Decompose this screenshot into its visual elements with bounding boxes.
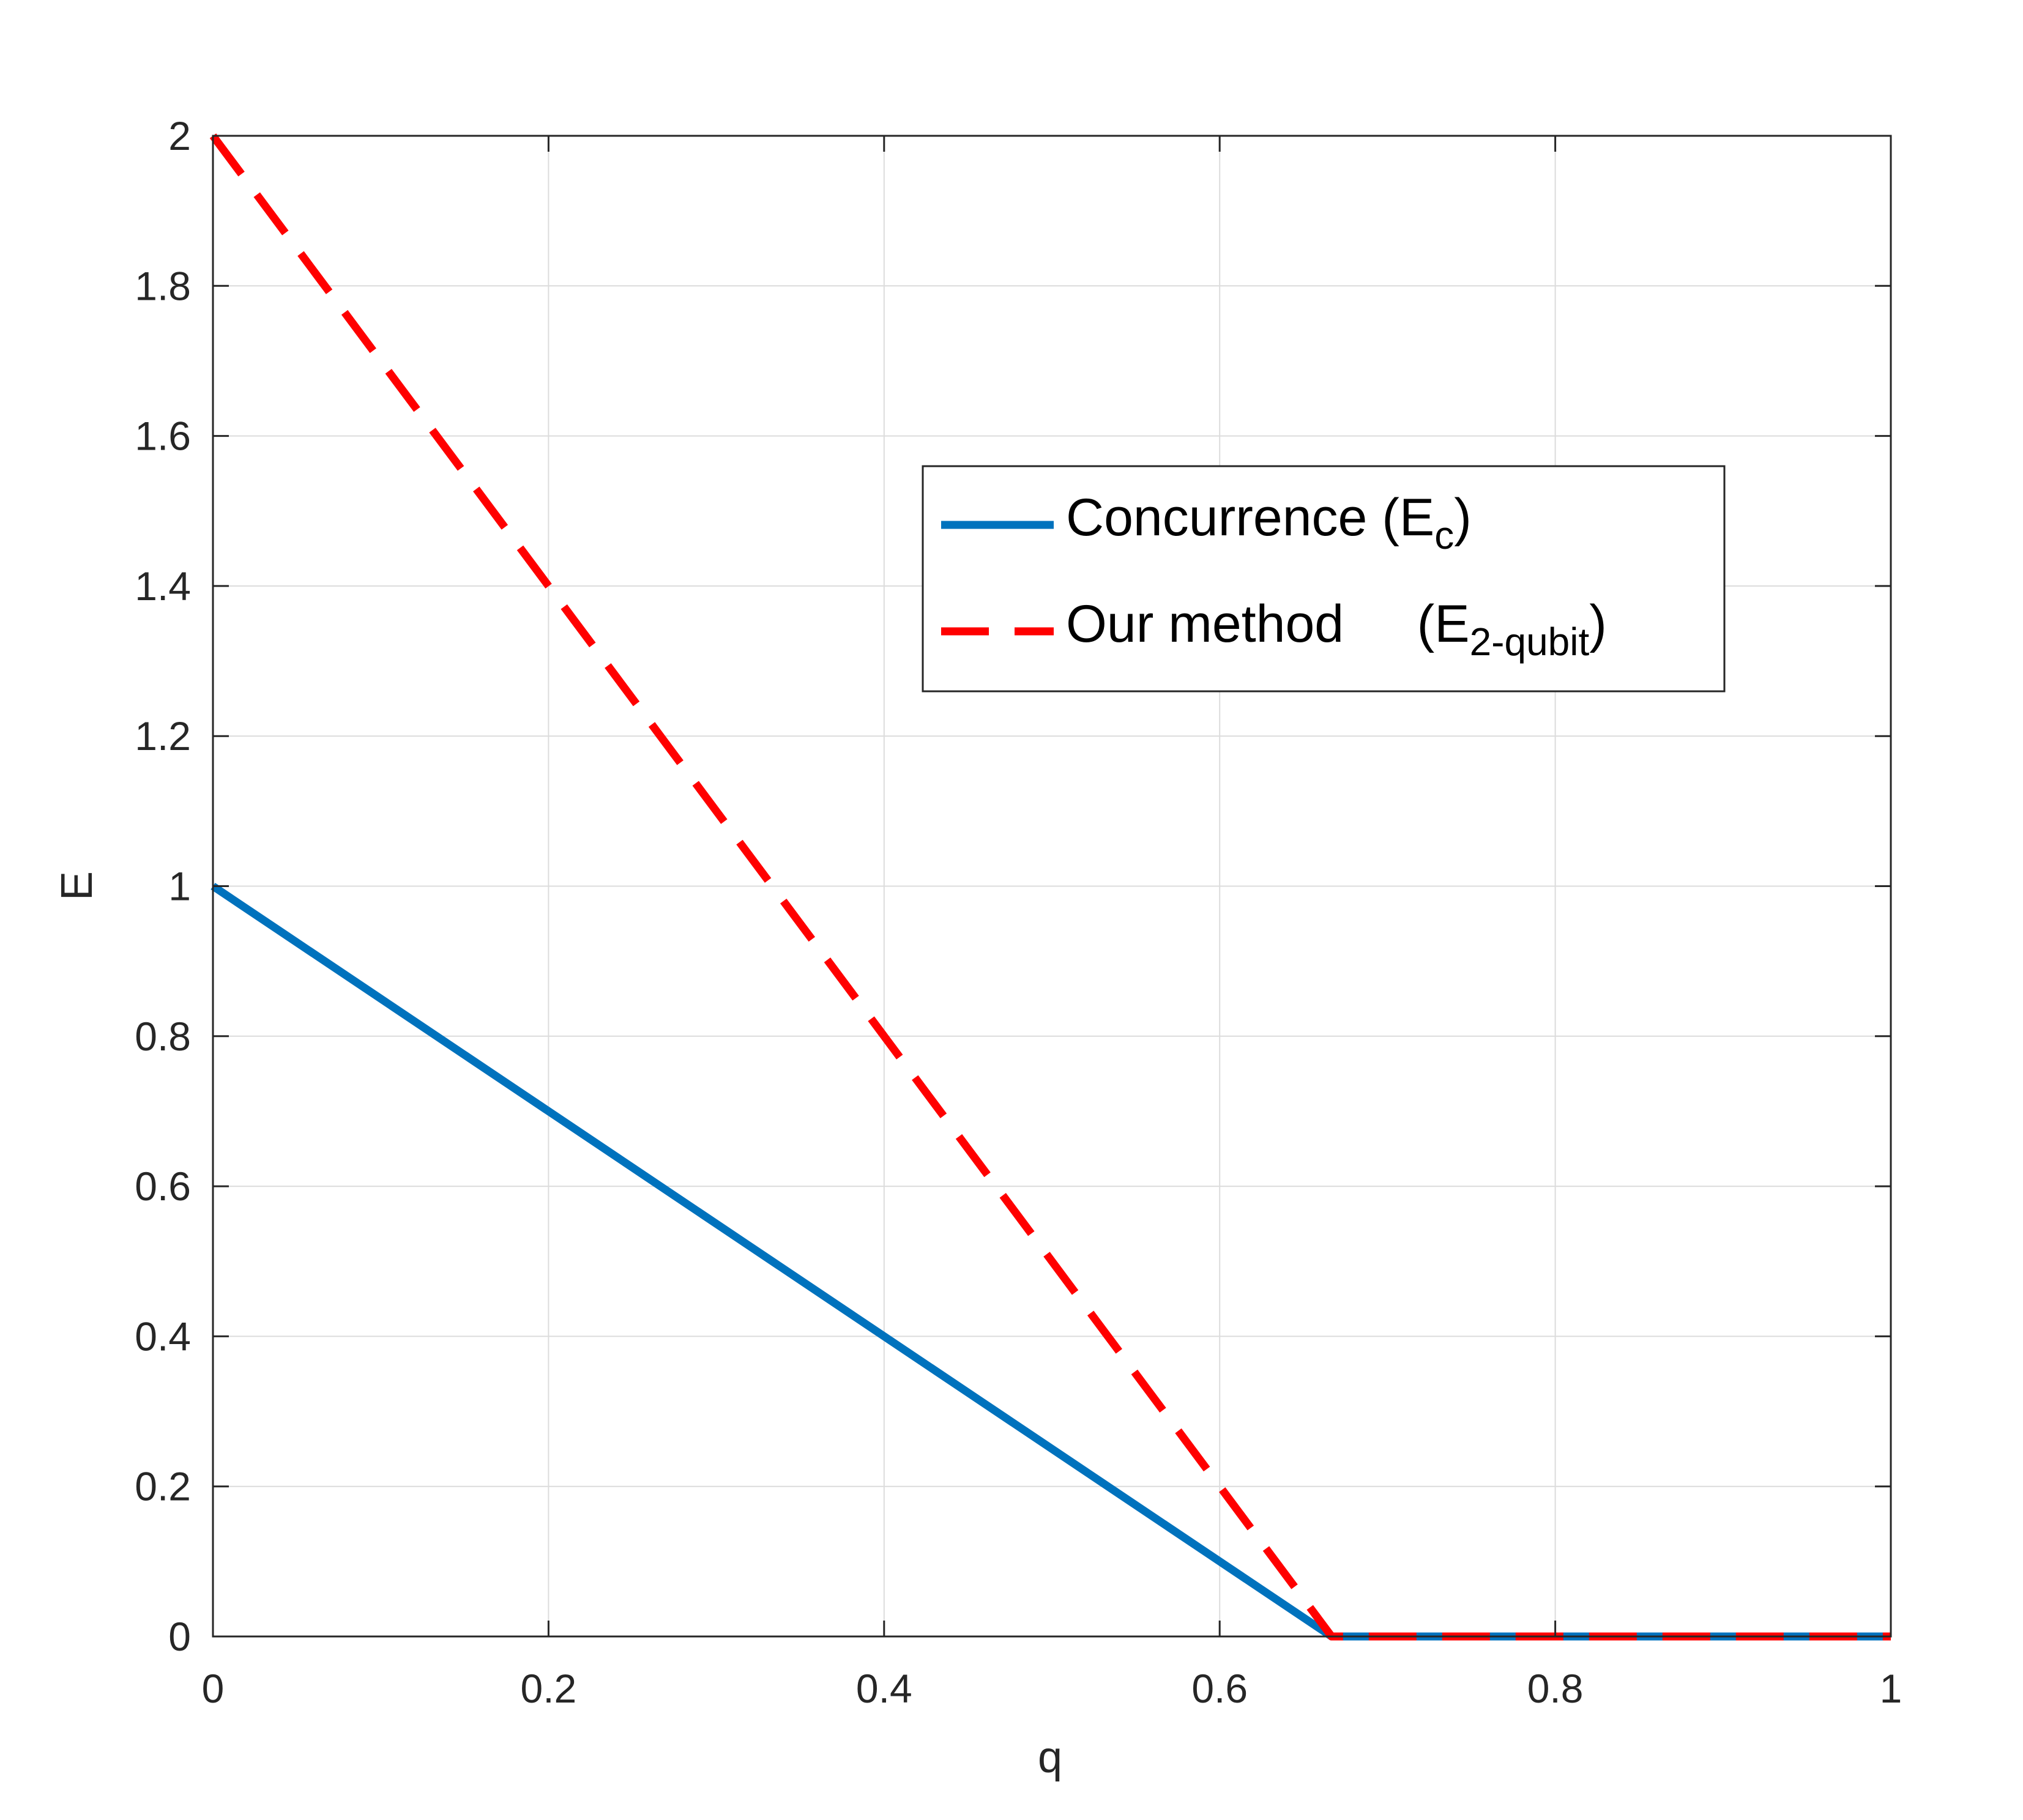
y-tick-label: 1.6: [135, 414, 191, 459]
y-tick-label: 1.8: [135, 263, 191, 308]
y-tick-label: 0.6: [135, 1164, 191, 1209]
legend-box: [922, 465, 1726, 693]
legend-label-our-method-subscript: 2-qubit: [1470, 620, 1590, 664]
x-axis-label: q: [1038, 1733, 1062, 1782]
x-tick-label: 0.8: [1527, 1666, 1584, 1711]
y-tick-labels: 0 0.2 0.4 0.6 0.8 1 1.2 1.4 1.6 1.8 2: [135, 113, 191, 1659]
y-tick-label: 0.8: [135, 1014, 191, 1059]
y-tick-label: 1: [168, 864, 191, 909]
legend-label-concurrence-close: ): [1454, 488, 1472, 547]
x-tick-label: 0.2: [521, 1666, 577, 1711]
x-tick-label: 0.6: [1191, 1666, 1248, 1711]
y-tick-label: 0.2: [135, 1464, 191, 1509]
y-tick-label: 0: [168, 1614, 191, 1659]
y-axis-label: E: [53, 871, 102, 901]
y-tick-label: 1.4: [135, 563, 191, 609]
y-tick-label: 0.4: [135, 1313, 191, 1359]
legend: Concurrence (Ec) Our method (E2-qubit): [922, 465, 1726, 693]
x-tick-label: 0: [202, 1666, 225, 1711]
tick-marks: [212, 135, 1892, 1638]
x-tick-label: 0.4: [856, 1666, 912, 1711]
y-tick-label: 2: [168, 113, 191, 158]
legend-label-our-method-close: ): [1589, 595, 1607, 653]
x-tick-labels: 0 0.2 0.4 0.6 0.8 1: [202, 1666, 1902, 1711]
legend-label-our-method-main: Our method (E: [1066, 595, 1470, 653]
legend-entry-concurrence: Concurrence (Ec): [941, 488, 1472, 557]
legend-entry-our-method: Our method (E2-qubit): [941, 595, 1607, 664]
legend-label-our-method: Our method (E2-qubit): [1066, 595, 1607, 664]
x-tick-label: 1: [1880, 1666, 1902, 1711]
legend-label-concurrence-subscript: c: [1434, 513, 1454, 557]
legend-label-concurrence-main: Concurrence (E: [1066, 488, 1434, 547]
legend-label-concurrence: Concurrence (Ec): [1066, 488, 1472, 557]
y-tick-label: 1.2: [135, 713, 191, 759]
